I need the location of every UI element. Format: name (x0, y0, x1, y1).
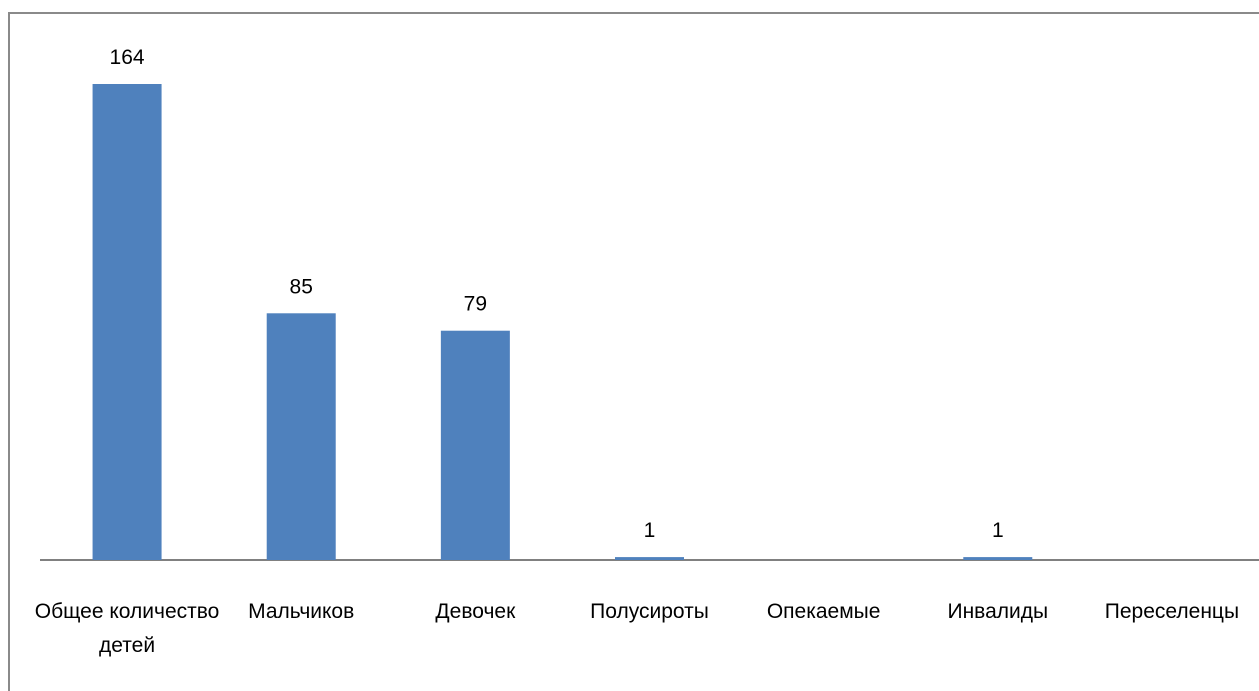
category-label: детей (99, 634, 155, 657)
category-label: Опекаемые (767, 600, 881, 623)
bar (92, 84, 162, 560)
data-label: 79 (464, 293, 487, 316)
data-label: 1 (644, 519, 656, 542)
data-label: 1 (992, 519, 1004, 542)
category-label: Девочек (435, 600, 516, 623)
data-label: 85 (290, 275, 313, 298)
bar (266, 313, 336, 560)
category-label: Общее количество (35, 600, 220, 623)
category-label: Инвалиды (947, 600, 1048, 623)
chart-frame (8, 12, 1259, 691)
category-label: Полусироты (590, 600, 709, 623)
bar (615, 557, 684, 560)
category-label: Мальчиков (248, 600, 354, 623)
bar (440, 330, 510, 560)
category-label: Переселенцы (1105, 600, 1239, 623)
bar (963, 557, 1033, 560)
data-label: 164 (110, 46, 145, 69)
